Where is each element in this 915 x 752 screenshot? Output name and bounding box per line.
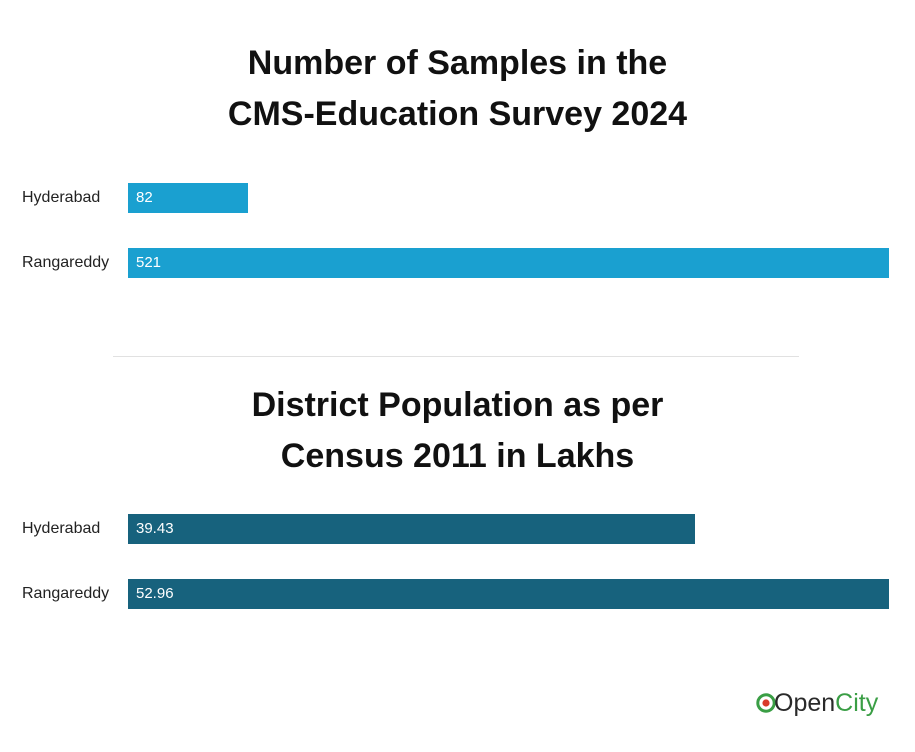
bar [128, 579, 889, 609]
logo-suffix: City [835, 689, 879, 717]
bar-value-label: 52.96 [136, 585, 174, 602]
opencity-logo: OpenCity [756, 686, 878, 722]
category-label: Rangareddy [22, 254, 110, 271]
chart-title: Number of Samples in the CMS-Education S… [0, 38, 915, 140]
opencity-o-icon [756, 693, 776, 713]
chart-title-line: District Population as per [251, 386, 664, 424]
chart-title-line: Census 2011 in Lakhs [280, 437, 635, 475]
bar-row: Rangareddy 521 [0, 248, 915, 278]
category-label: Hyderabad [22, 520, 101, 537]
logo-wordmark: OpenCity [774, 686, 878, 720]
bar-value-label: 521 [136, 254, 162, 271]
bar-value-label: 82 [136, 189, 153, 206]
bar [128, 248, 889, 278]
category-label: Hyderabad [22, 189, 101, 206]
bar [128, 183, 248, 213]
chart-title: District Population as per Census 2011 i… [0, 380, 915, 482]
bar-value-label: 39.43 [136, 520, 174, 537]
chart-divider [113, 356, 799, 357]
logo-prefix: Open [774, 689, 836, 717]
chart-title-line: CMS-Education Survey 2024 [227, 95, 688, 133]
bar-row: Hyderabad 39.43 [0, 514, 915, 544]
bar-row: Rangareddy 52.96 [0, 579, 915, 609]
chart-title-line: Number of Samples in the [247, 44, 668, 82]
bar-row: Hyderabad 82 [0, 183, 915, 213]
category-label: Rangareddy [22, 585, 110, 602]
bar [128, 514, 695, 544]
